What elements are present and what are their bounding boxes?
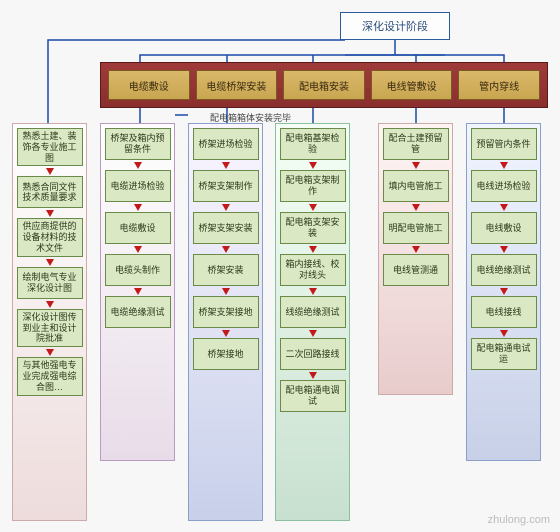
step: 供应商提供的设备材料的技术文件: [17, 218, 83, 256]
step: 电缆头制作: [105, 254, 171, 286]
tab-tray-install: 电缆桥架安装: [196, 70, 278, 100]
step: 电线敷设: [471, 212, 537, 244]
watermark: zhulong.com: [488, 514, 550, 526]
tab-dist-box: 配电箱安装: [283, 70, 365, 100]
step: 配电箱通电试运: [471, 338, 537, 370]
step: 配电箱支架制作: [280, 170, 346, 202]
step: 电线接线: [471, 296, 537, 328]
step: 箱内接线、校对线头: [280, 254, 346, 286]
column-wiring: 预留管内条件 电线进场检验 电线敷设 电线绝缘测试 电线接线 配电箱通电试运: [466, 123, 541, 461]
step: 桥架支架制作: [193, 170, 259, 202]
step: 熟悉土建、装饰各专业施工图: [17, 128, 83, 166]
step: 电线绝缘测试: [471, 254, 537, 286]
step: 预留管内条件: [471, 128, 537, 160]
step: 电缆绝缘测试: [105, 296, 171, 328]
step: 电线进场检验: [471, 170, 537, 202]
step: 电缆敷设: [105, 212, 171, 244]
step: 桥架安装: [193, 254, 259, 286]
column-conduit: 配合土建预留管 填内电管施工 明配电管施工 电线管测通: [378, 123, 453, 395]
step: 深化设计图传到业主和设计院批准: [17, 309, 83, 347]
tab-wiring: 管内穿线: [458, 70, 540, 100]
column-dist-box: 配电箱基架检验 配电箱支架制作 配电箱支架安装 箱内接线、校对线头 线缆绝缘测试…: [275, 123, 350, 521]
step: 桥架接地: [193, 338, 259, 370]
step: 绘制电气专业深化设计图: [17, 267, 83, 299]
step: 二次回路接线: [280, 338, 346, 370]
step: 桥架及箱内预留条件: [105, 128, 171, 160]
root-node: 深化设计阶段: [340, 12, 450, 40]
step: 电缆进场检验: [105, 170, 171, 202]
step: 明配电管施工: [383, 212, 449, 244]
step: 填内电管施工: [383, 170, 449, 202]
step: 线缆绝缘测试: [280, 296, 346, 328]
step: 配电箱通电调试: [280, 380, 346, 412]
step: 与其他强电专业完成强电综合图…: [17, 357, 83, 395]
step: 配合土建预留管: [383, 128, 449, 160]
step: 桥架支架接地: [193, 296, 259, 328]
root-label: 深化设计阶段: [362, 18, 428, 34]
column-design: 熟悉土建、装饰各专业施工图 熟悉合同文件技术质量要求 供应商提供的设备材料的技术…: [12, 123, 87, 521]
step: 电线管测通: [383, 254, 449, 286]
step: 桥架支架安装: [193, 212, 259, 244]
step: 配电箱支架安装: [280, 212, 346, 244]
tab-cable-laying: 电缆敷设: [108, 70, 190, 100]
column-tray: 桥架进场检验 桥架支架制作 桥架支架安装 桥架安装 桥架支架接地 桥架接地: [188, 123, 263, 521]
tab-conduit: 电线管敷设: [371, 70, 453, 100]
category-band: 电缆敷设 电缆桥架安装 配电箱安装 电线管敷设 管内穿线: [100, 62, 548, 108]
step: 配电箱基架检验: [280, 128, 346, 160]
flowchart-canvas: 深化设计阶段 电缆敷设 电缆桥架安装 配电箱安装 电线管敷设 管内穿线 配电箱箱…: [0, 0, 560, 532]
column-cable: 桥架及箱内预留条件 电缆进场检验 电缆敷设 电缆头制作 电缆绝缘测试: [100, 123, 175, 461]
step: 熟悉合同文件技术质量要求: [17, 176, 83, 208]
step: 桥架进场检验: [193, 128, 259, 160]
